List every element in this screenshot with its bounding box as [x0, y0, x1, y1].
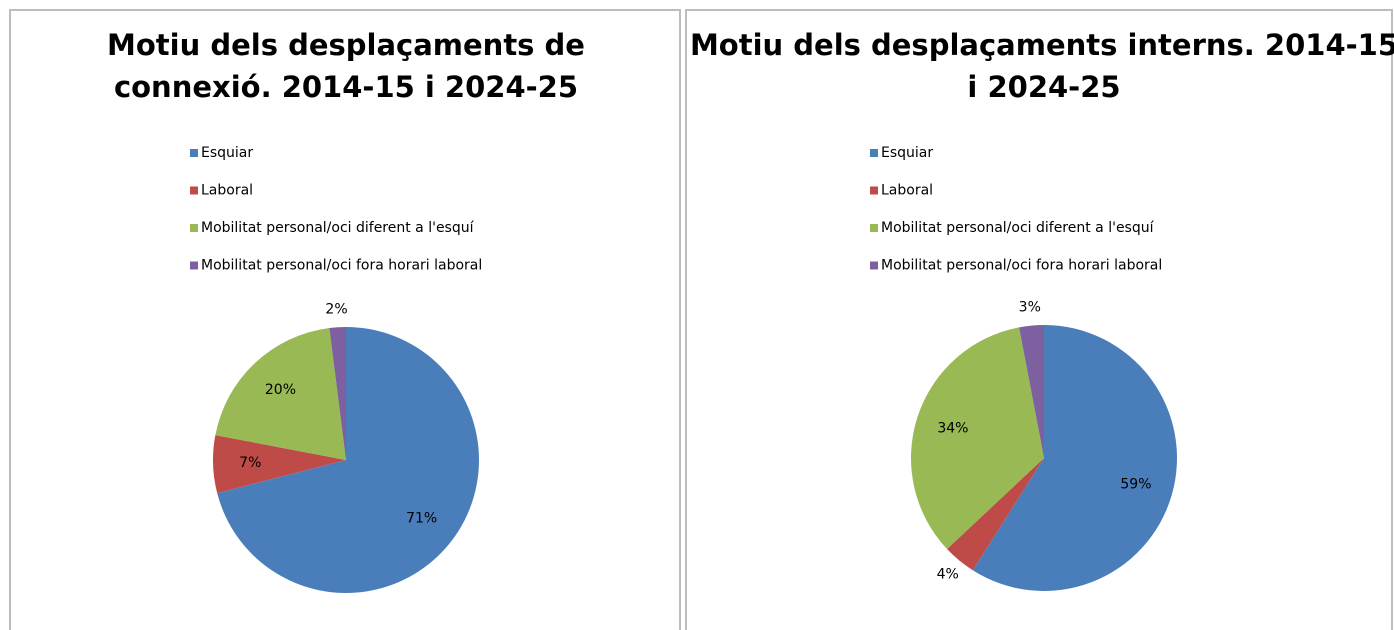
legend-swatch: [190, 224, 198, 232]
pie-slice: [972, 325, 1177, 591]
data-label: 2%: [325, 301, 347, 317]
legend-swatch: [870, 149, 878, 157]
legend-swatch: [190, 261, 198, 270]
legend-label: Laboral: [881, 183, 933, 199]
data-label: 59%: [1120, 477, 1151, 493]
legend-swatch: [870, 224, 878, 232]
legend-label: Mobilitat personal/oci diferent a l'esqu…: [881, 220, 1155, 236]
data-label: 71%: [406, 511, 437, 527]
pie-slice: [1019, 325, 1044, 458]
legend-label: Laboral: [201, 183, 253, 199]
data-label: 20%: [265, 382, 296, 398]
legend-swatch: [190, 186, 198, 195]
data-label: 4%: [937, 566, 959, 582]
data-label: 7%: [239, 455, 261, 471]
pie-slice: [910, 327, 1044, 550]
legend-label: Mobilitat personal/oci diferent a l'esqu…: [201, 220, 475, 236]
data-label: 3%: [1019, 300, 1041, 316]
pie-slice: [213, 435, 346, 494]
pie-slice: [215, 328, 346, 460]
pie-slice: [947, 458, 1044, 571]
pie-slice: [217, 327, 480, 594]
legend-label: Mobilitat personal/oci fora horari labor…: [881, 258, 1162, 274]
legend-label: Esquiar: [201, 145, 253, 161]
chart-title: Motiu dels desplaçaments interns. 2014-1…: [690, 28, 1394, 104]
legend-label: Mobilitat personal/oci fora horari labor…: [201, 258, 482, 274]
legend-swatch: [190, 149, 198, 157]
legend-swatch: [870, 186, 878, 195]
legend-swatch: [870, 261, 878, 270]
legend-label: Esquiar: [881, 145, 933, 161]
pie-slice: [329, 327, 346, 460]
chart-title: Motiu dels desplaçaments de connexió. 201…: [107, 28, 585, 104]
data-label: 34%: [937, 420, 968, 436]
